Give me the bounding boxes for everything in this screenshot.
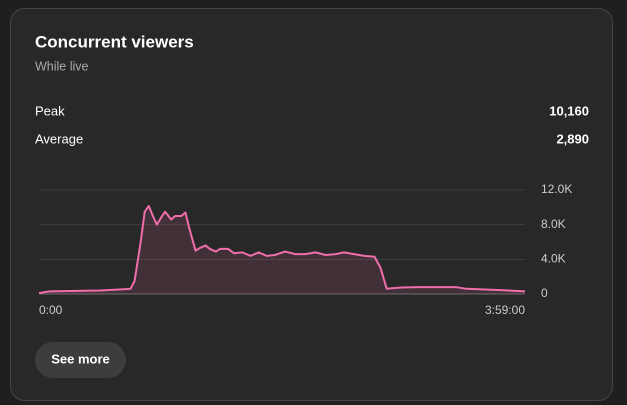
y-tick-label: 12.0K <box>541 182 572 196</box>
y-tick-label: 0 <box>541 286 548 300</box>
card-subtitle: While live <box>35 59 89 73</box>
stat-value: 2,890 <box>556 131 589 146</box>
x-tick-label: 0:00 <box>39 303 63 317</box>
y-tick-label: 8.0K <box>541 217 566 231</box>
stat-label: Peak <box>35 103 65 118</box>
line <box>38 204 526 295</box>
button-bg[interactable] <box>35 342 126 378</box>
card-title: Concurrent viewers <box>35 32 194 51</box>
see-more-button[interactable]: See more <box>35 342 126 378</box>
stat-value: 10,160 <box>549 103 589 118</box>
x-tick-label: 3:59:00 <box>485 303 525 317</box>
area <box>39 205 525 294</box>
y-tick-label: 4.0K <box>541 252 566 266</box>
button-label[interactable]: See more <box>51 351 110 366</box>
card <box>10 8 613 401</box>
stat-label: Average <box>35 131 83 146</box>
